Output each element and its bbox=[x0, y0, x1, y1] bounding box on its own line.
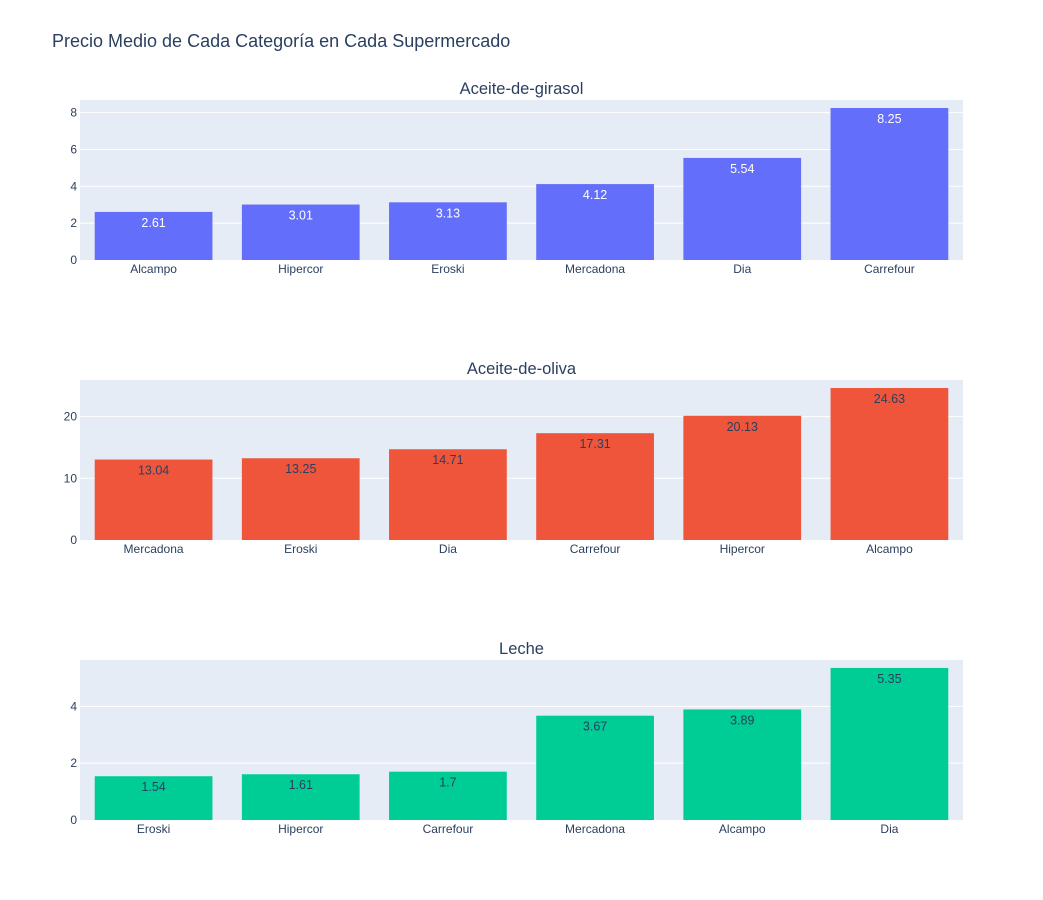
y-tick-label: 10 bbox=[64, 471, 78, 485]
y-tick-label: 2 bbox=[70, 216, 77, 230]
bar-value-label: 1.61 bbox=[289, 778, 313, 792]
plot-background bbox=[80, 380, 963, 540]
bar-value-label: 2.61 bbox=[141, 216, 165, 230]
y-tick-label: 20 bbox=[64, 410, 78, 424]
y-tick-label: 2 bbox=[70, 756, 77, 770]
x-tick-label: Hipercor bbox=[720, 542, 765, 556]
bar[interactable] bbox=[389, 449, 507, 540]
bar[interactable] bbox=[536, 715, 654, 820]
bar[interactable] bbox=[683, 415, 802, 540]
x-tick-label: Carrefour bbox=[864, 262, 915, 276]
bar-value-label: 3.67 bbox=[583, 720, 607, 734]
x-tick-label: Dia bbox=[439, 542, 457, 556]
bar[interactable] bbox=[830, 107, 949, 261]
x-tick-label: Hipercor bbox=[278, 822, 323, 836]
bar-value-label: 1.54 bbox=[141, 780, 165, 794]
bar-value-label: 20.13 bbox=[727, 420, 758, 434]
bar[interactable] bbox=[536, 184, 654, 260]
bar-value-label: 3.89 bbox=[730, 713, 754, 727]
y-tick-label: 0 bbox=[70, 253, 77, 267]
x-tick-label: Mercadona bbox=[565, 262, 625, 276]
bar-value-label: 3.01 bbox=[289, 209, 313, 223]
x-tick-label: Carrefour bbox=[423, 822, 474, 836]
x-tick-label: Eroski bbox=[284, 542, 317, 556]
y-tick-label: 0 bbox=[70, 813, 77, 827]
x-tick-label: Eroski bbox=[431, 262, 464, 276]
bar[interactable] bbox=[683, 709, 802, 820]
bar[interactable] bbox=[536, 433, 654, 540]
bar[interactable] bbox=[830, 388, 949, 540]
x-tick-label: Dia bbox=[733, 262, 751, 276]
bar[interactable] bbox=[683, 157, 802, 260]
x-tick-label: Alcampo bbox=[719, 822, 766, 836]
plot-background bbox=[80, 100, 963, 260]
x-tick-label: Dia bbox=[880, 822, 898, 836]
x-tick-label: Carrefour bbox=[570, 542, 621, 556]
bar[interactable] bbox=[94, 211, 213, 260]
bar[interactable] bbox=[94, 776, 213, 820]
bar[interactable] bbox=[830, 667, 949, 820]
bar-value-label: 3.13 bbox=[436, 206, 460, 220]
x-tick-label: Mercadona bbox=[124, 542, 184, 556]
bar-value-label: 17.31 bbox=[579, 437, 610, 451]
bar-value-label: 1.7 bbox=[439, 776, 456, 790]
plot-background bbox=[80, 660, 963, 820]
bar-value-label: 13.25 bbox=[285, 462, 316, 476]
x-tick-label: Mercadona bbox=[565, 822, 625, 836]
y-tick-label: 0 bbox=[70, 533, 77, 547]
x-tick-label: Alcampo bbox=[130, 262, 177, 276]
bar[interactable] bbox=[241, 458, 360, 540]
y-tick-label: 4 bbox=[70, 179, 77, 193]
x-tick-label: Eroski bbox=[137, 822, 170, 836]
bar[interactable] bbox=[389, 771, 507, 820]
bar[interactable] bbox=[389, 202, 507, 260]
subplot-title: Aceite-de-girasol bbox=[460, 80, 584, 98]
bar-value-label: 8.25 bbox=[877, 112, 901, 126]
x-tick-label: Alcampo bbox=[866, 542, 913, 556]
y-tick-label: 6 bbox=[70, 142, 77, 156]
bar-value-label: 24.63 bbox=[874, 392, 905, 406]
bar[interactable] bbox=[94, 459, 213, 540]
bar-value-label: 4.12 bbox=[583, 188, 607, 202]
y-tick-label: 8 bbox=[70, 106, 77, 120]
bar[interactable] bbox=[241, 774, 360, 820]
bar-value-label: 14.71 bbox=[432, 453, 463, 467]
bar-value-label: 13.04 bbox=[138, 464, 169, 478]
subplot-title: Leche bbox=[499, 640, 544, 658]
chart-main-title: Precio Medio de Cada Categoría en Cada S… bbox=[52, 31, 511, 51]
subplot-title: Aceite-de-oliva bbox=[467, 360, 577, 378]
bar[interactable] bbox=[241, 204, 360, 260]
bar-value-label: 5.35 bbox=[877, 672, 901, 686]
bar-value-label: 5.54 bbox=[730, 162, 754, 176]
x-tick-label: Hipercor bbox=[278, 262, 323, 276]
y-tick-label: 4 bbox=[70, 699, 77, 713]
